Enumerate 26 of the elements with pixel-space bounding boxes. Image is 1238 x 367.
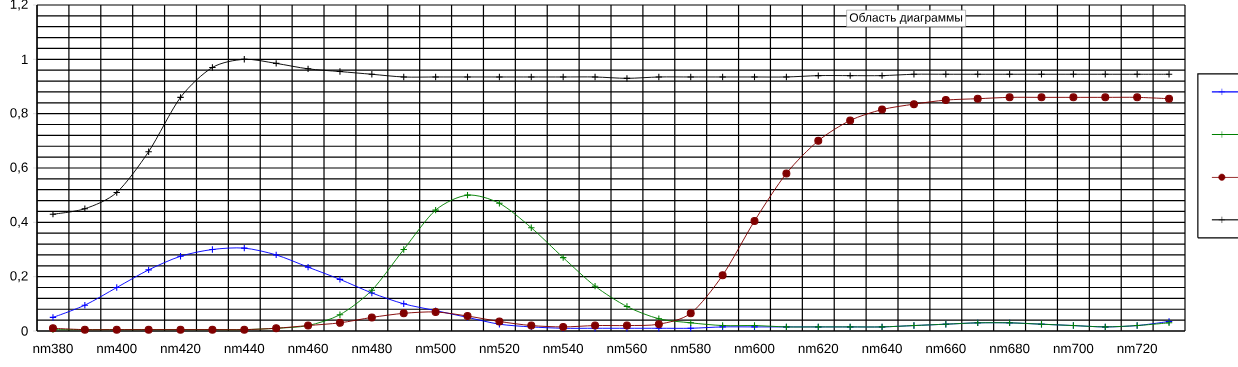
annotation: Область диаграммы (849, 12, 963, 25)
x-tick-label: nm560 (607, 343, 647, 354)
y-tick-label: 0,6 (10, 162, 28, 174)
x-tick-label: nm600 (735, 343, 775, 354)
x-tick-label: nm400 (97, 343, 137, 354)
y-tick-label: 1 (21, 54, 28, 64)
x-tick-label: nm520 (479, 343, 520, 354)
x-tick-label: nm380 (33, 343, 73, 354)
x-tick-label: nm720 (1117, 343, 1158, 354)
x-tick-label: nm620 (798, 343, 839, 354)
x-tick-label: nm460 (288, 343, 328, 354)
x-tick-label: nm480 (352, 343, 392, 354)
y-tick-label: 0,8 (10, 108, 28, 120)
x-tick-label: nm700 (1053, 343, 1094, 354)
x-tick-label: nm500 (416, 343, 456, 354)
y-tick-label: 0,2 (10, 271, 28, 283)
y-tick-label: 0 (21, 326, 28, 336)
y-tick-label: 1,2 (10, 0, 28, 11)
x-tick-label: nm420 (161, 343, 201, 354)
x-tick-label: nm660 (926, 343, 966, 354)
x-tick-label: nm640 (862, 343, 902, 354)
y-tick-label: 0,4 (10, 216, 28, 228)
x-tick-label: nm580 (671, 343, 711, 354)
x-tick-label: nm680 (990, 343, 1030, 354)
x-tick-label: nm540 (543, 343, 584, 354)
x-tick-label: nm440 (224, 343, 265, 354)
